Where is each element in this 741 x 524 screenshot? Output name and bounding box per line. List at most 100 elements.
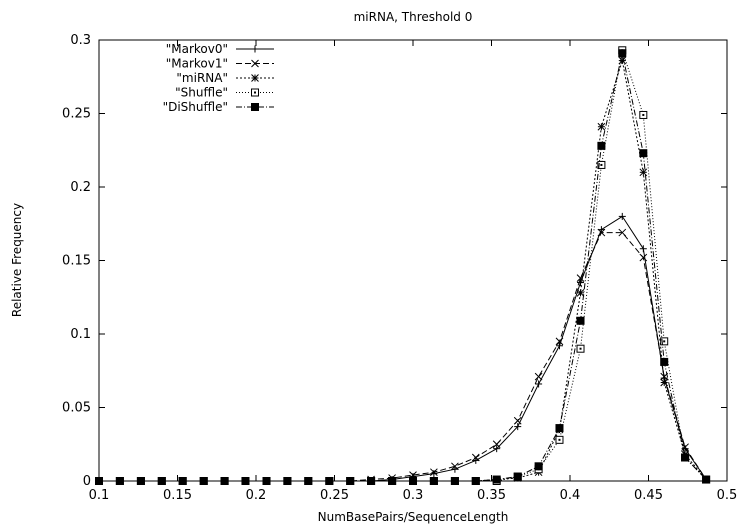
x-tick-label: 0.4 xyxy=(560,488,581,503)
data-point xyxy=(513,472,522,481)
data-point xyxy=(430,470,438,478)
data-point xyxy=(555,435,564,444)
data-point xyxy=(597,228,606,237)
data-point xyxy=(555,342,563,350)
x-tick-label: 0.3 xyxy=(403,488,424,503)
series-line xyxy=(99,215,707,482)
data-point xyxy=(660,378,669,387)
data-point xyxy=(262,477,271,485)
series-3 xyxy=(95,56,710,485)
data-point xyxy=(639,253,648,262)
x-tick-label: 0.45 xyxy=(634,488,663,503)
data-point xyxy=(597,160,606,169)
series-2 xyxy=(95,228,710,485)
legend-label: "Shuffle" xyxy=(175,86,228,100)
data-point xyxy=(115,477,124,485)
data-point xyxy=(157,477,166,485)
data-point xyxy=(660,337,669,346)
x-tick-label: 0.25 xyxy=(320,488,349,503)
legend-label: "Markov0" xyxy=(166,42,228,56)
data-point xyxy=(576,316,585,325)
data-point xyxy=(555,424,564,433)
data-point xyxy=(241,477,250,485)
data-point xyxy=(409,477,417,485)
series-line xyxy=(99,53,707,482)
data-point xyxy=(450,477,459,485)
x-tick-label: 0.5 xyxy=(717,488,738,503)
data-point xyxy=(251,74,259,82)
series-layer xyxy=(95,46,711,485)
data-point xyxy=(251,103,259,111)
data-point xyxy=(576,288,585,297)
data-point xyxy=(597,141,606,150)
data-point xyxy=(534,462,543,471)
x-tick-label: 0.35 xyxy=(477,488,506,503)
axis-ticks: 0.1 0.15 0.2 0.25 0.3 0.35 0.4 0.45 0.5 0 0.05 0.1 0… xyxy=(62,33,737,503)
data-point xyxy=(304,477,313,485)
series-line xyxy=(99,60,707,482)
data-point xyxy=(618,49,627,58)
y-axis-label: Relative Frequency xyxy=(10,203,24,317)
data-point xyxy=(492,475,501,484)
data-point xyxy=(576,344,585,353)
data-point xyxy=(95,477,103,485)
data-point xyxy=(178,477,187,485)
y-tick-label: 0.25 xyxy=(62,107,91,122)
data-point xyxy=(471,453,480,462)
data-point xyxy=(325,477,334,485)
data-point xyxy=(251,45,259,53)
y-tick-label: 0 xyxy=(83,474,91,489)
series-line xyxy=(99,50,707,482)
data-point xyxy=(493,445,501,453)
y-tick-label: 0.1 xyxy=(70,327,91,342)
data-point xyxy=(346,477,355,485)
x-tick-label: 0.2 xyxy=(246,488,267,503)
data-point xyxy=(220,477,229,485)
x-tick-label: 0.15 xyxy=(163,488,192,503)
data-point xyxy=(618,228,627,237)
data-point xyxy=(136,477,145,485)
y-tick-label: 0.3 xyxy=(70,33,91,48)
y-tick-label: 0.15 xyxy=(62,254,91,269)
data-point xyxy=(639,149,648,158)
data-point xyxy=(251,59,259,68)
data-point xyxy=(283,477,292,485)
legend: "Markov0""Markov1""miRNA""Shuffle""DiShu… xyxy=(163,42,274,114)
data-point xyxy=(430,468,438,477)
data-point xyxy=(639,245,647,253)
y-tick-label: 0.05 xyxy=(62,401,91,416)
data-point xyxy=(535,380,543,388)
data-point xyxy=(367,477,376,485)
data-point xyxy=(618,56,627,65)
data-point xyxy=(639,110,648,119)
data-point xyxy=(492,440,501,449)
data-point xyxy=(597,122,606,131)
data-point xyxy=(199,477,208,485)
series-5 xyxy=(95,49,711,485)
x-axis-label: NumBasePairs/SequenceLength xyxy=(318,510,509,524)
data-point xyxy=(681,453,690,462)
data-point xyxy=(471,477,480,485)
data-point xyxy=(618,212,626,220)
legend-label: "Markov1" xyxy=(166,57,228,71)
data-point xyxy=(388,477,397,485)
data-point xyxy=(429,477,438,485)
data-point xyxy=(251,88,259,97)
data-point xyxy=(513,416,522,425)
data-point xyxy=(576,274,585,282)
y-tick-label: 0.2 xyxy=(70,180,91,195)
legend-label: "miRNA" xyxy=(176,71,228,85)
data-point xyxy=(514,423,522,431)
legend-label: "DiShuffle" xyxy=(163,100,228,114)
series-line xyxy=(99,232,707,482)
data-point xyxy=(555,337,564,346)
chart-title: miRNA, Threshold 0 xyxy=(354,10,473,24)
x-tick-label: 0.1 xyxy=(89,488,110,503)
data-point xyxy=(534,372,543,381)
series-1 xyxy=(95,212,710,485)
data-point xyxy=(577,279,585,287)
data-point xyxy=(702,475,711,484)
data-point xyxy=(660,357,669,366)
data-point xyxy=(451,462,459,471)
